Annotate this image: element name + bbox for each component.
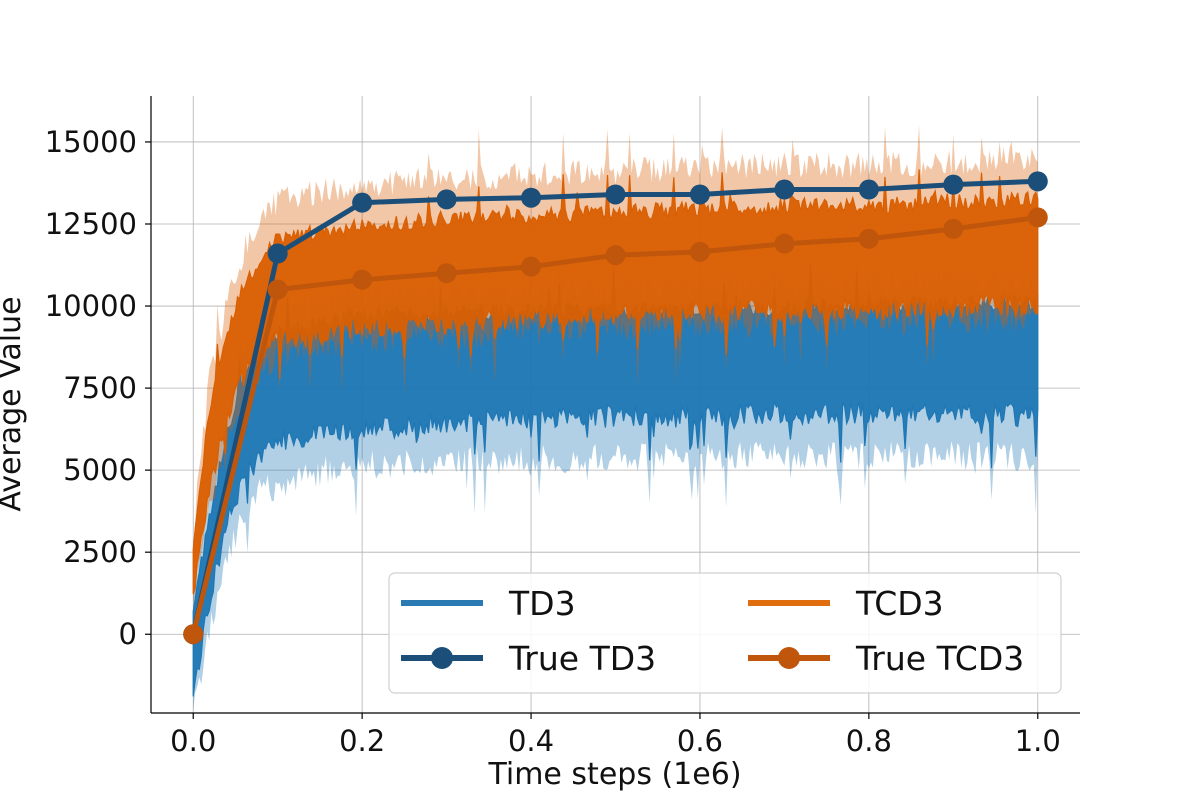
true-tcd3-point [521, 256, 542, 277]
x-tick-label: 0.0 [170, 724, 216, 758]
x-tick-label: 1.0 [1015, 724, 1061, 758]
true-td3-point [267, 243, 288, 264]
y-tick-label: 12500 [45, 207, 137, 241]
legend-label: TD3 [508, 584, 576, 623]
legend-marker [778, 647, 800, 669]
x-tick-label: 0.6 [677, 724, 723, 758]
series-true-td3 [183, 171, 1048, 645]
true-tcd3-point [774, 233, 795, 254]
y-tick-label: 15000 [45, 125, 137, 159]
true-td3-point [858, 179, 879, 200]
true-td3-point [943, 174, 964, 195]
true-td3-point [1027, 171, 1048, 192]
x-tick-label: 0.8 [846, 724, 892, 758]
legend: TD3 TCD3 True TD3 True TCD3 [388, 572, 1062, 694]
axes [145, 96, 1080, 719]
x-tick-label: 0.2 [339, 724, 385, 758]
y-tick-label: 0 [119, 617, 137, 651]
true-tcd3-point [267, 279, 288, 300]
legend-entry-td3: TD3 [401, 584, 576, 623]
true-tcd3-point [943, 218, 964, 239]
legend-marker [431, 647, 453, 669]
legend-entry-tcd3: TCD3 [748, 584, 944, 623]
tick-labels: 0.0 0.2 0.4 0.6 0.8 1.0 0 2500 5000 7500 10000 1250… [45, 125, 1061, 758]
true-td3-point [605, 184, 626, 205]
x-tick-label: 0.4 [508, 724, 554, 758]
true-tcd3-point [1027, 207, 1048, 228]
legend-entry-true-td3: True TD3 [401, 639, 656, 678]
true-tcd3-point [605, 245, 626, 266]
true-tcd3-point [183, 624, 204, 645]
legend-label: True TCD3 [855, 639, 1024, 678]
true-td3-point [436, 189, 457, 210]
y-tick-label: 10000 [45, 289, 137, 323]
y-tick-label: 2500 [63, 535, 137, 569]
legend-label: TCD3 [855, 584, 944, 623]
true-tcd3-point [352, 269, 373, 290]
x-axis-title: Time steps (1e6) [487, 757, 741, 792]
true-tcd3-point [436, 263, 457, 284]
true-td3-point [352, 192, 373, 213]
true-td3-point [774, 179, 795, 200]
true-td3-point [689, 184, 710, 205]
true-value-lines [183, 171, 1048, 645]
legend-entry-true-tcd3: True TCD3 [748, 639, 1024, 678]
legend-label: True TD3 [508, 639, 656, 678]
series-true-tcd3 [183, 207, 1048, 645]
true-td3-point [521, 187, 542, 208]
legend-box [388, 572, 1062, 694]
true-tcd3-point [858, 228, 879, 249]
y-tick-label: 5000 [63, 453, 137, 487]
y-tick-label: 7500 [63, 371, 137, 405]
true-tcd3-point [689, 241, 710, 262]
y-axis-title: Average Value [0, 296, 28, 511]
